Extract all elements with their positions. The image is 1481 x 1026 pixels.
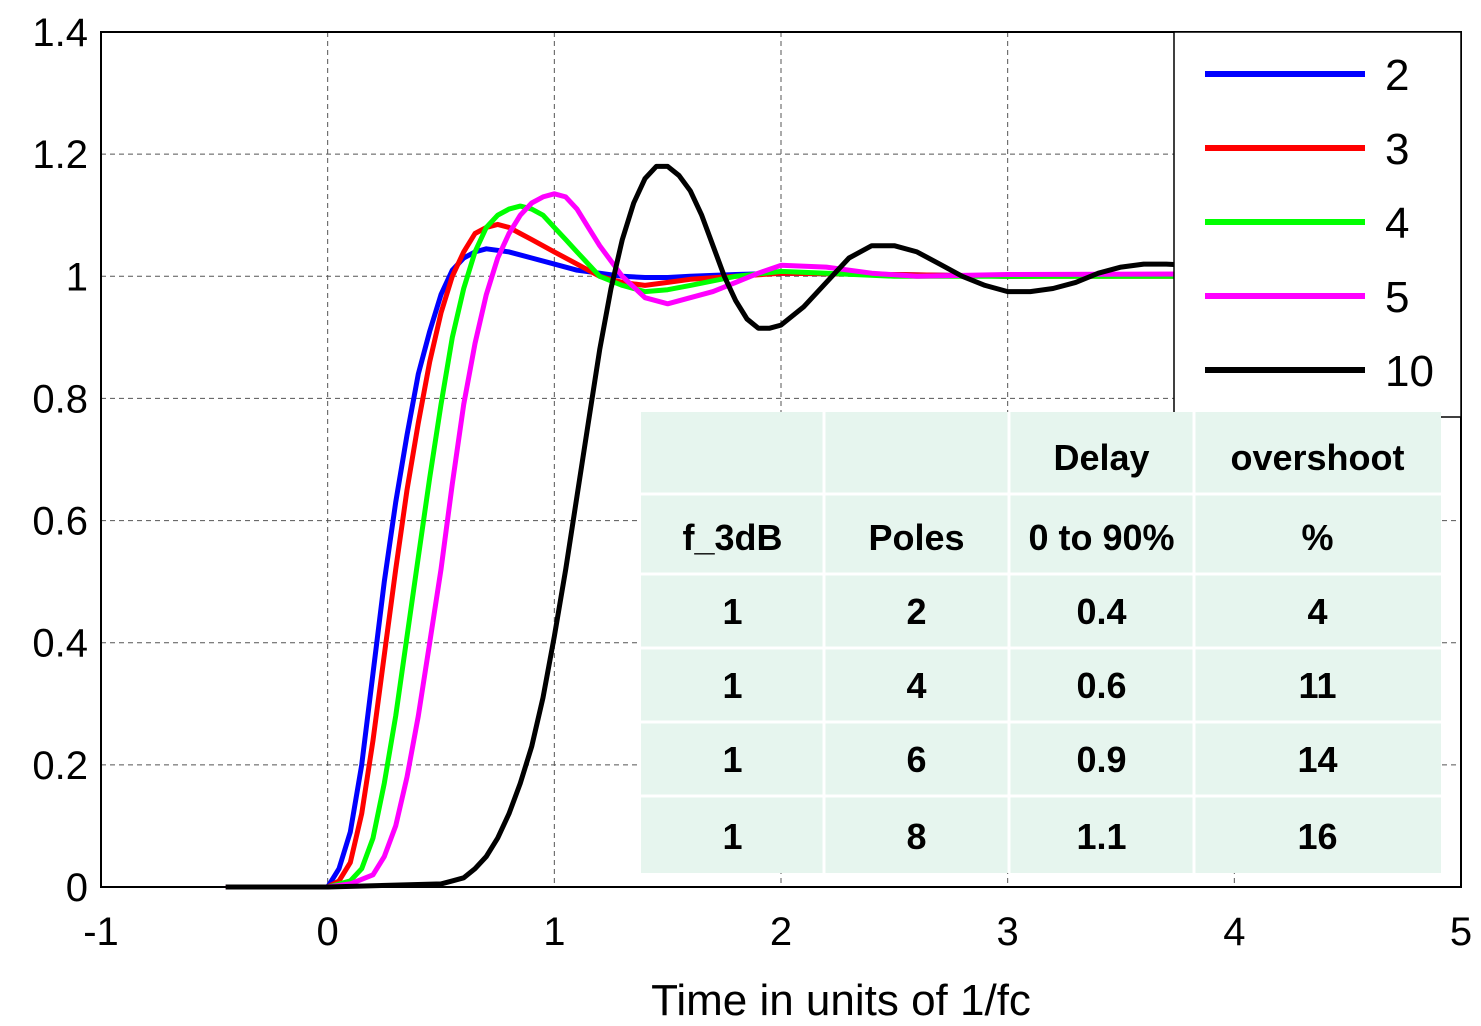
y-axis-ticks: 0 0.2 0.4 0.6 0.8 1 1.2 1.4: [32, 11, 88, 910]
table-cell: 11: [1298, 665, 1336, 706]
x-tick-label: 0: [317, 910, 339, 954]
table-cell: 2: [906, 591, 926, 632]
y-tick-label: 1.4: [32, 11, 88, 55]
table-header-cell: Delay: [1053, 437, 1149, 478]
y-tick-label: 0.2: [32, 744, 88, 788]
series-line-3: [225, 221, 1461, 890]
table-cell: 4: [1307, 591, 1327, 632]
table-header-cell: 0 to 90%: [1028, 517, 1174, 558]
table-cell: 1.1: [1076, 816, 1126, 857]
series-line-10: [225, 163, 1462, 890]
x-axis-ticks: -1 0 1 2 3 4 5: [83, 910, 1472, 954]
table-cell: 1: [722, 816, 742, 857]
table-cell: 0.6: [1076, 665, 1126, 706]
y-tick-label: 1.2: [32, 133, 88, 177]
series-line-4: [225, 203, 1461, 890]
x-axis-label: Time in units of 1/fc: [651, 976, 1031, 1025]
table-cell: 6: [906, 739, 926, 780]
legend-label-5: 5: [1385, 273, 1409, 322]
y-tick-label: 0.8: [32, 377, 88, 421]
legend: 2 3 4 5 10: [1173, 31, 1462, 418]
y-tick-label: 0.6: [32, 500, 88, 544]
plot-frame: [100, 31, 1462, 888]
table-cell: 0.4: [1076, 591, 1126, 632]
x-tick-label: 3: [997, 910, 1019, 954]
table-background: [641, 412, 1441, 873]
y-tick-label: 0.4: [32, 622, 88, 666]
legend-label-2: 2: [1385, 51, 1409, 100]
series-lines: [225, 163, 1462, 890]
table-header-cell: %: [1301, 517, 1333, 558]
table-header-cell: overshoot: [1230, 437, 1404, 478]
legend-label-4: 4: [1385, 199, 1409, 248]
x-tick-label: -1: [83, 910, 119, 954]
x-tick-label: 1: [543, 910, 565, 954]
legend-label-10: 10: [1385, 347, 1434, 396]
y-tick-label: 0: [66, 866, 88, 910]
table-cell: 1: [722, 591, 742, 632]
parameter-table: Delay overshoot f_3dB Poles 0 to 90% % 1 2 0.4 4 1…: [641, 412, 1441, 873]
y-tick-label: 1: [66, 255, 88, 299]
legend-label-3: 3: [1385, 125, 1409, 174]
x-tick-label: 4: [1223, 910, 1245, 954]
series-line-5: [225, 191, 1462, 890]
table-cell: 16: [1297, 816, 1337, 857]
table-cell: 4: [906, 665, 926, 706]
table-header-cell: f_3dB: [682, 517, 782, 558]
table-cell: 8: [906, 816, 926, 857]
table-header-cell: Poles: [868, 517, 964, 558]
x-tick-label: 2: [770, 910, 792, 954]
table-cell: 0.9: [1076, 739, 1126, 780]
x-tick-label: 5: [1450, 910, 1472, 954]
table-cell: 1: [722, 665, 742, 706]
table-cell: 1: [722, 739, 742, 780]
table-cell: 14: [1297, 739, 1337, 780]
